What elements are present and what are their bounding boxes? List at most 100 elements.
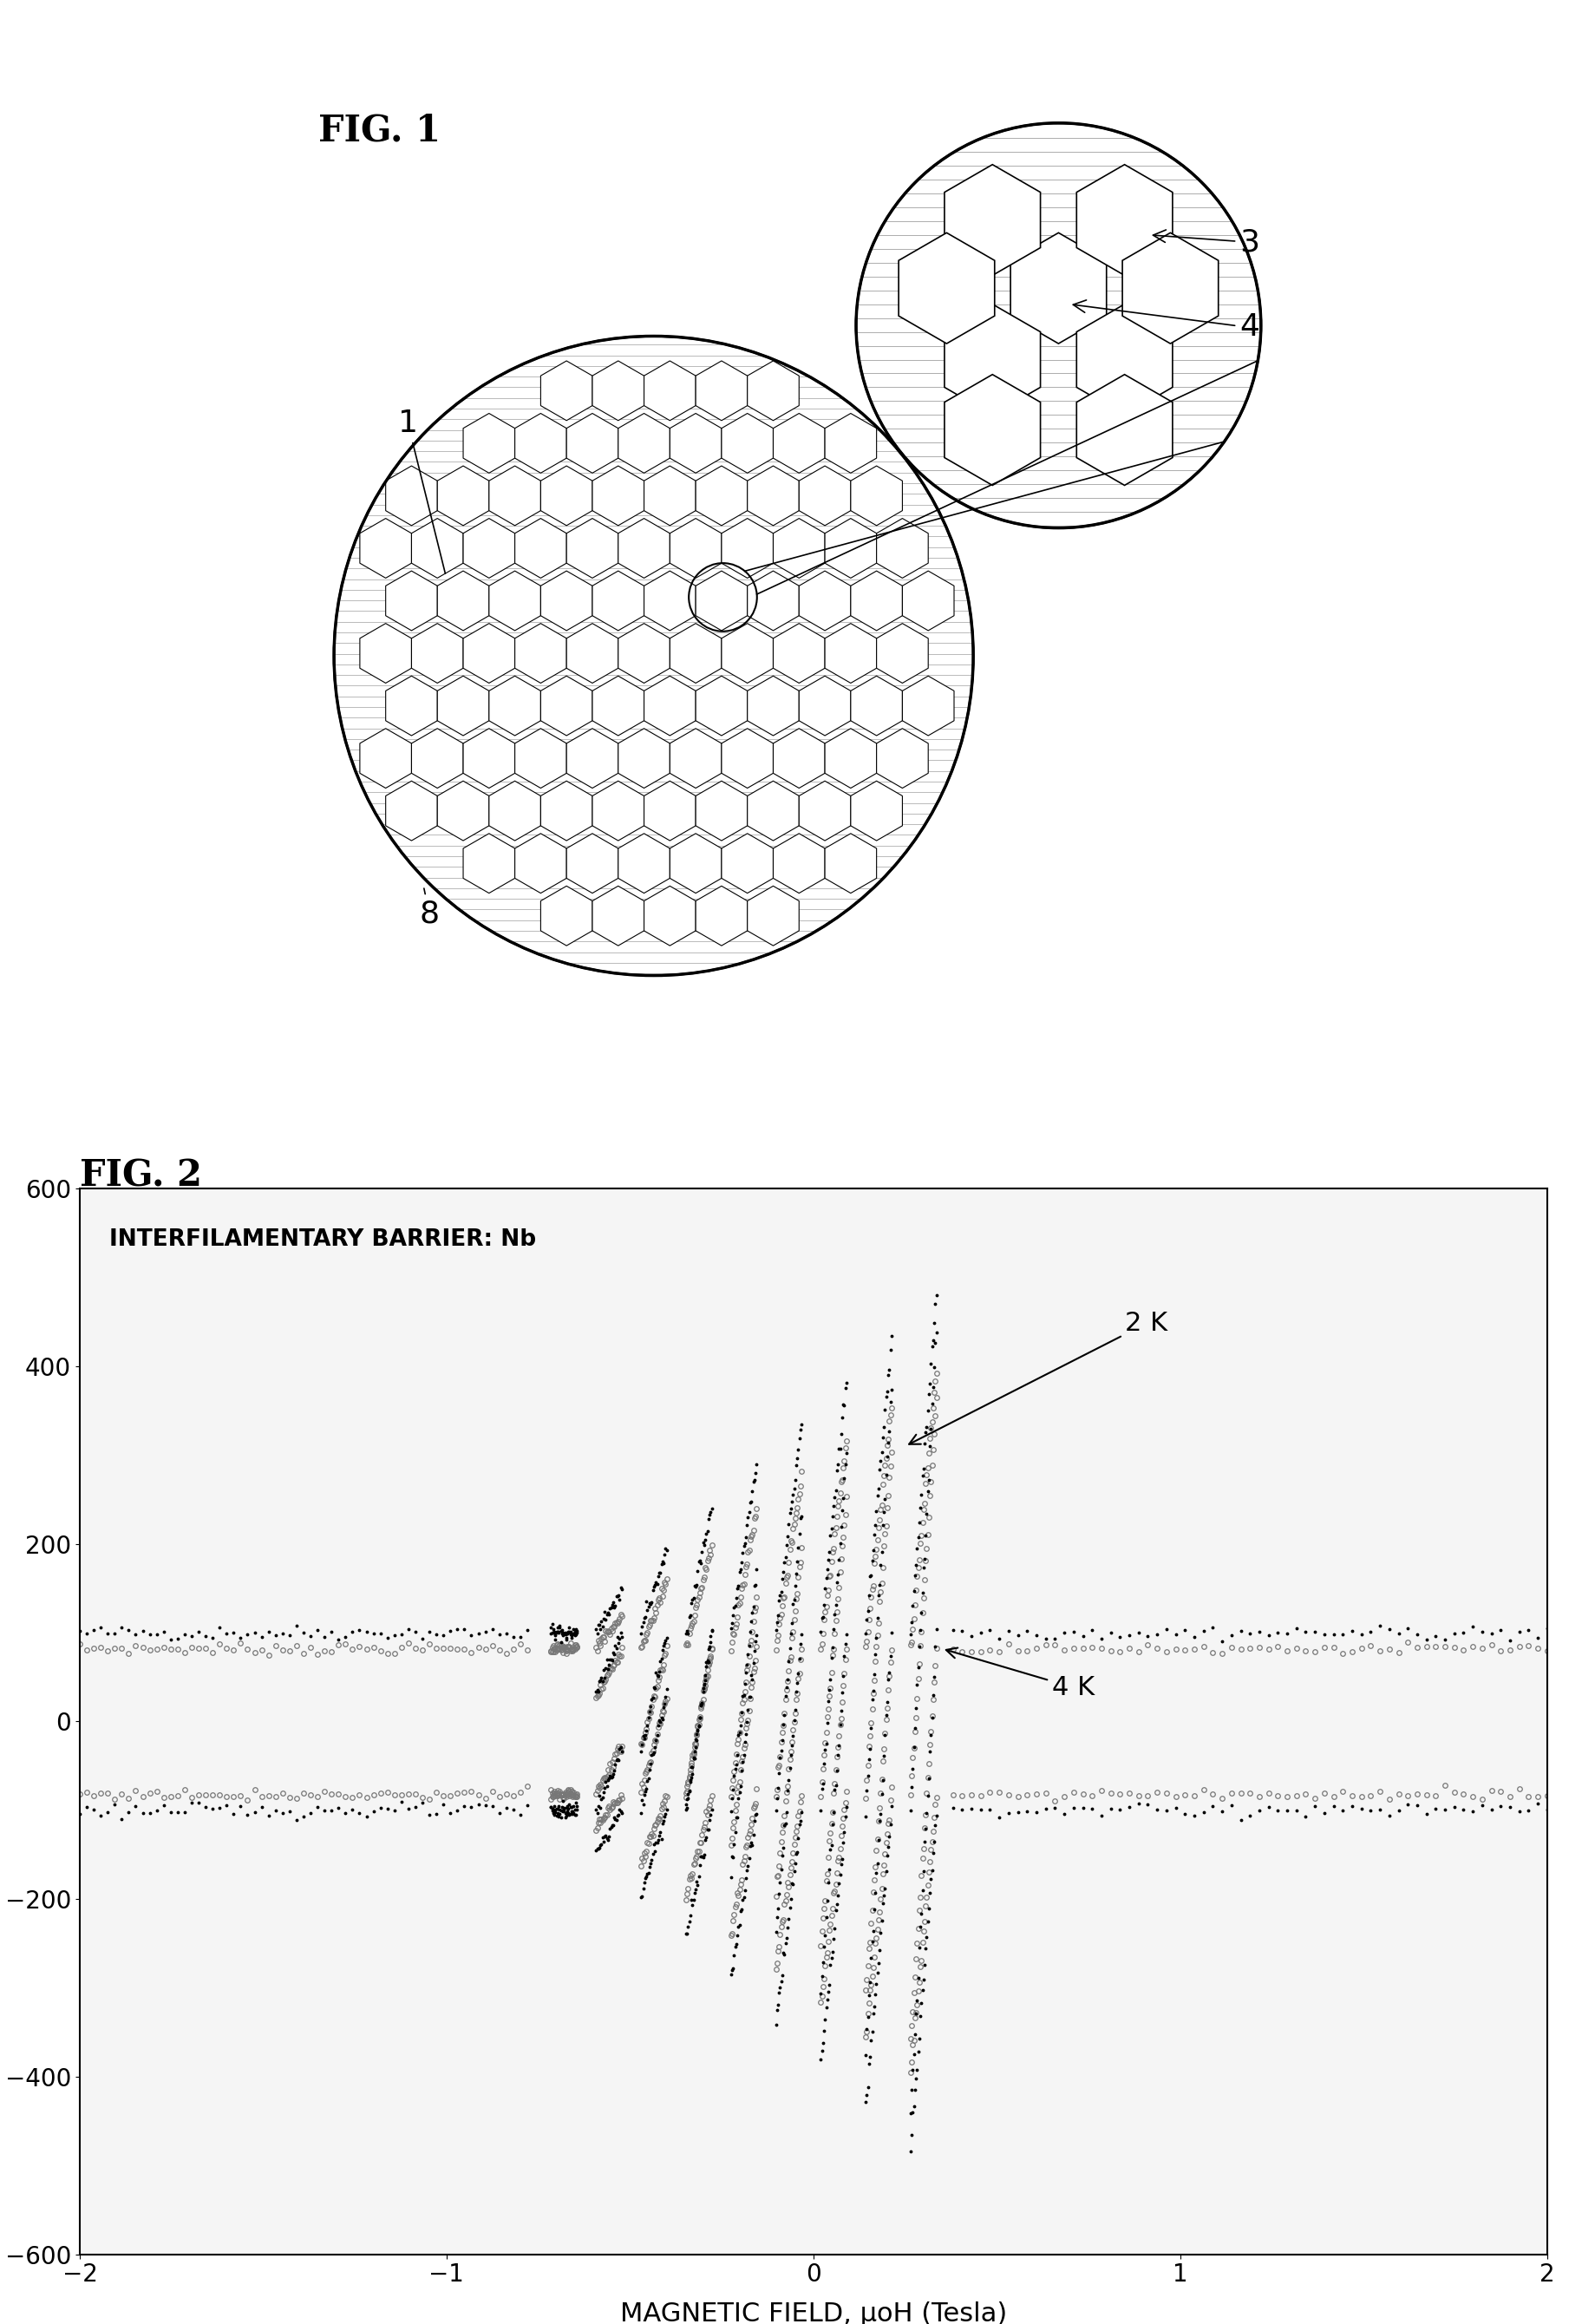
Polygon shape xyxy=(437,781,490,841)
Text: FIG. 2: FIG. 2 xyxy=(80,1157,203,1195)
Polygon shape xyxy=(695,781,748,841)
Polygon shape xyxy=(463,834,515,892)
Polygon shape xyxy=(515,518,566,579)
Polygon shape xyxy=(695,572,748,630)
Polygon shape xyxy=(566,518,619,579)
Polygon shape xyxy=(774,834,825,892)
Polygon shape xyxy=(670,414,721,474)
Polygon shape xyxy=(644,781,695,841)
Polygon shape xyxy=(644,885,695,946)
Polygon shape xyxy=(799,676,850,737)
Polygon shape xyxy=(463,727,515,788)
Polygon shape xyxy=(592,781,644,841)
Text: INTERFILAMENTARY BARRIER: Nb: INTERFILAMENTARY BARRIER: Nb xyxy=(108,1229,536,1250)
Polygon shape xyxy=(721,727,774,788)
Text: 4: 4 xyxy=(1073,300,1260,342)
Polygon shape xyxy=(1123,232,1219,344)
Polygon shape xyxy=(490,572,541,630)
Text: 4 K: 4 K xyxy=(946,1648,1094,1701)
Polygon shape xyxy=(490,676,541,737)
Polygon shape xyxy=(825,834,877,892)
Polygon shape xyxy=(825,518,877,579)
Polygon shape xyxy=(799,781,850,841)
Polygon shape xyxy=(774,518,825,579)
Polygon shape xyxy=(566,623,619,683)
Polygon shape xyxy=(541,360,592,421)
Polygon shape xyxy=(944,165,1040,274)
Polygon shape xyxy=(670,518,721,579)
Polygon shape xyxy=(490,465,541,525)
Polygon shape xyxy=(850,572,903,630)
Polygon shape xyxy=(799,572,850,630)
Polygon shape xyxy=(644,360,695,421)
Text: 8: 8 xyxy=(419,888,439,927)
Polygon shape xyxy=(619,518,670,579)
Polygon shape xyxy=(721,518,774,579)
Polygon shape xyxy=(695,465,748,525)
Polygon shape xyxy=(541,676,592,737)
Polygon shape xyxy=(437,465,490,525)
Polygon shape xyxy=(437,572,490,630)
Polygon shape xyxy=(490,781,541,841)
Polygon shape xyxy=(748,360,799,421)
Polygon shape xyxy=(825,414,877,474)
Polygon shape xyxy=(903,572,954,630)
Polygon shape xyxy=(721,414,774,474)
Polygon shape xyxy=(644,572,695,630)
Polygon shape xyxy=(386,781,437,841)
Polygon shape xyxy=(515,623,566,683)
Circle shape xyxy=(333,337,973,976)
Polygon shape xyxy=(463,623,515,683)
Polygon shape xyxy=(721,834,774,892)
Polygon shape xyxy=(670,727,721,788)
Polygon shape xyxy=(695,676,748,737)
Polygon shape xyxy=(619,414,670,474)
Polygon shape xyxy=(721,623,774,683)
Polygon shape xyxy=(592,885,644,946)
X-axis label: MAGNETIC FIELD, μoH (Tesla): MAGNETIC FIELD, μoH (Tesla) xyxy=(620,2301,1006,2324)
Polygon shape xyxy=(850,465,903,525)
Polygon shape xyxy=(592,572,644,630)
Polygon shape xyxy=(412,518,463,579)
Polygon shape xyxy=(670,834,721,892)
Polygon shape xyxy=(360,727,412,788)
Polygon shape xyxy=(541,885,592,946)
Polygon shape xyxy=(1077,165,1172,274)
Polygon shape xyxy=(515,834,566,892)
Polygon shape xyxy=(850,781,903,841)
Polygon shape xyxy=(644,465,695,525)
Polygon shape xyxy=(541,465,592,525)
Polygon shape xyxy=(566,834,619,892)
Polygon shape xyxy=(774,414,825,474)
Polygon shape xyxy=(799,465,850,525)
Polygon shape xyxy=(1077,304,1172,416)
Polygon shape xyxy=(386,465,437,525)
Polygon shape xyxy=(877,623,928,683)
Polygon shape xyxy=(541,572,592,630)
Polygon shape xyxy=(619,623,670,683)
Polygon shape xyxy=(748,781,799,841)
Polygon shape xyxy=(412,623,463,683)
Polygon shape xyxy=(944,374,1040,486)
Polygon shape xyxy=(619,834,670,892)
Polygon shape xyxy=(463,518,515,579)
Polygon shape xyxy=(541,781,592,841)
Polygon shape xyxy=(748,676,799,737)
Polygon shape xyxy=(903,676,954,737)
Polygon shape xyxy=(748,465,799,525)
Polygon shape xyxy=(644,676,695,737)
Polygon shape xyxy=(463,414,515,474)
Polygon shape xyxy=(592,676,644,737)
Polygon shape xyxy=(412,727,463,788)
Polygon shape xyxy=(695,885,748,946)
Polygon shape xyxy=(825,727,877,788)
Polygon shape xyxy=(386,676,437,737)
Polygon shape xyxy=(850,676,903,737)
Text: 2 K: 2 K xyxy=(909,1311,1168,1443)
Polygon shape xyxy=(386,572,437,630)
Polygon shape xyxy=(592,360,644,421)
Polygon shape xyxy=(695,360,748,421)
Polygon shape xyxy=(360,518,412,579)
Polygon shape xyxy=(944,304,1040,416)
Polygon shape xyxy=(592,465,644,525)
